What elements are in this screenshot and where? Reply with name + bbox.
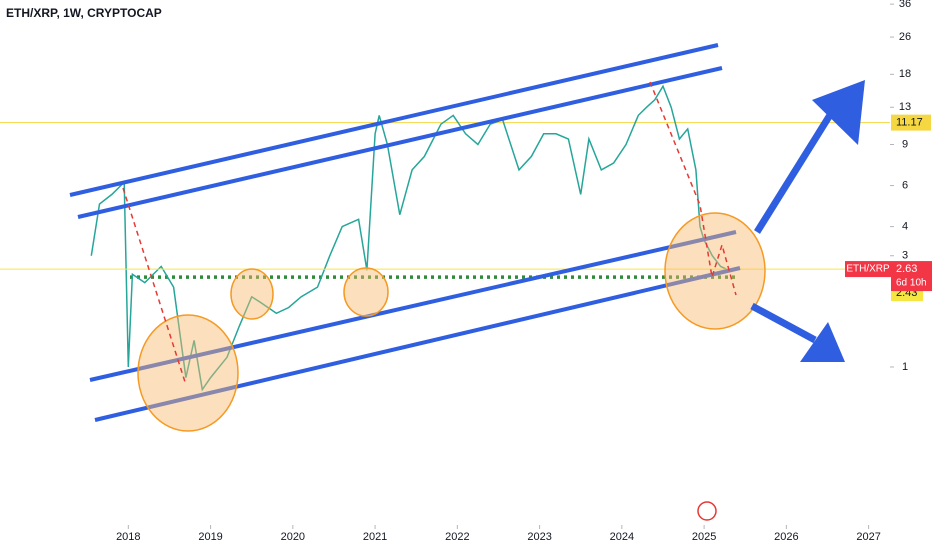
y-tick-label: 13	[899, 101, 911, 113]
x-tick-label: 2018	[116, 531, 140, 543]
price-label-bg	[891, 114, 931, 131]
y-tick-label: 1	[902, 361, 908, 373]
y-tick-label: 26	[899, 31, 911, 43]
price-line	[90, 84, 727, 392]
y-tick-label: 4	[902, 221, 908, 233]
countdown: 6d 10h	[896, 278, 927, 289]
highlight-circle	[664, 212, 766, 330]
y-tick-label: 6	[902, 179, 908, 191]
highlight-circle	[137, 314, 239, 432]
x-tick-label: 2022	[445, 531, 469, 543]
arrow-shaft	[754, 113, 833, 234]
last-price: 2.63	[896, 263, 917, 275]
x-tick-label: 2027	[856, 531, 880, 543]
arrow-head	[800, 322, 845, 362]
x-tick-label: 2021	[363, 531, 387, 543]
channel-line	[77, 66, 723, 219]
x-tick-label: 2019	[198, 531, 222, 543]
x-tick-label: 2025	[692, 531, 716, 543]
y-tick-label: 36	[899, 0, 911, 10]
projection-line	[122, 187, 187, 386]
y-tick-label: 3	[902, 250, 908, 262]
arrow-head	[812, 80, 865, 145]
channel-line	[69, 43, 719, 197]
x-tick-label: 2020	[281, 531, 305, 543]
y-tick-label: 9	[902, 138, 908, 150]
x-tick-label: 2023	[527, 531, 551, 543]
price-label: 11.17	[896, 117, 923, 129]
chart-title: ETH/XRP, 1W, CRYPTOCAP	[6, 6, 162, 20]
y-tick-label: 18	[899, 68, 911, 80]
highlight-circle	[343, 267, 389, 317]
series-badge	[845, 261, 891, 278]
channel-line	[89, 230, 737, 382]
price-badge	[891, 261, 932, 292]
series-name: ETH/XRP	[846, 264, 890, 275]
channel-line	[94, 266, 741, 422]
highlight-circle	[230, 268, 274, 320]
x-tick-label: 2026	[774, 531, 798, 543]
x-tick-label: 2024	[610, 531, 634, 543]
annotations	[69, 43, 865, 521]
event-icon	[697, 501, 717, 521]
arrow-shaft	[750, 302, 817, 344]
projection-line	[649, 81, 737, 296]
